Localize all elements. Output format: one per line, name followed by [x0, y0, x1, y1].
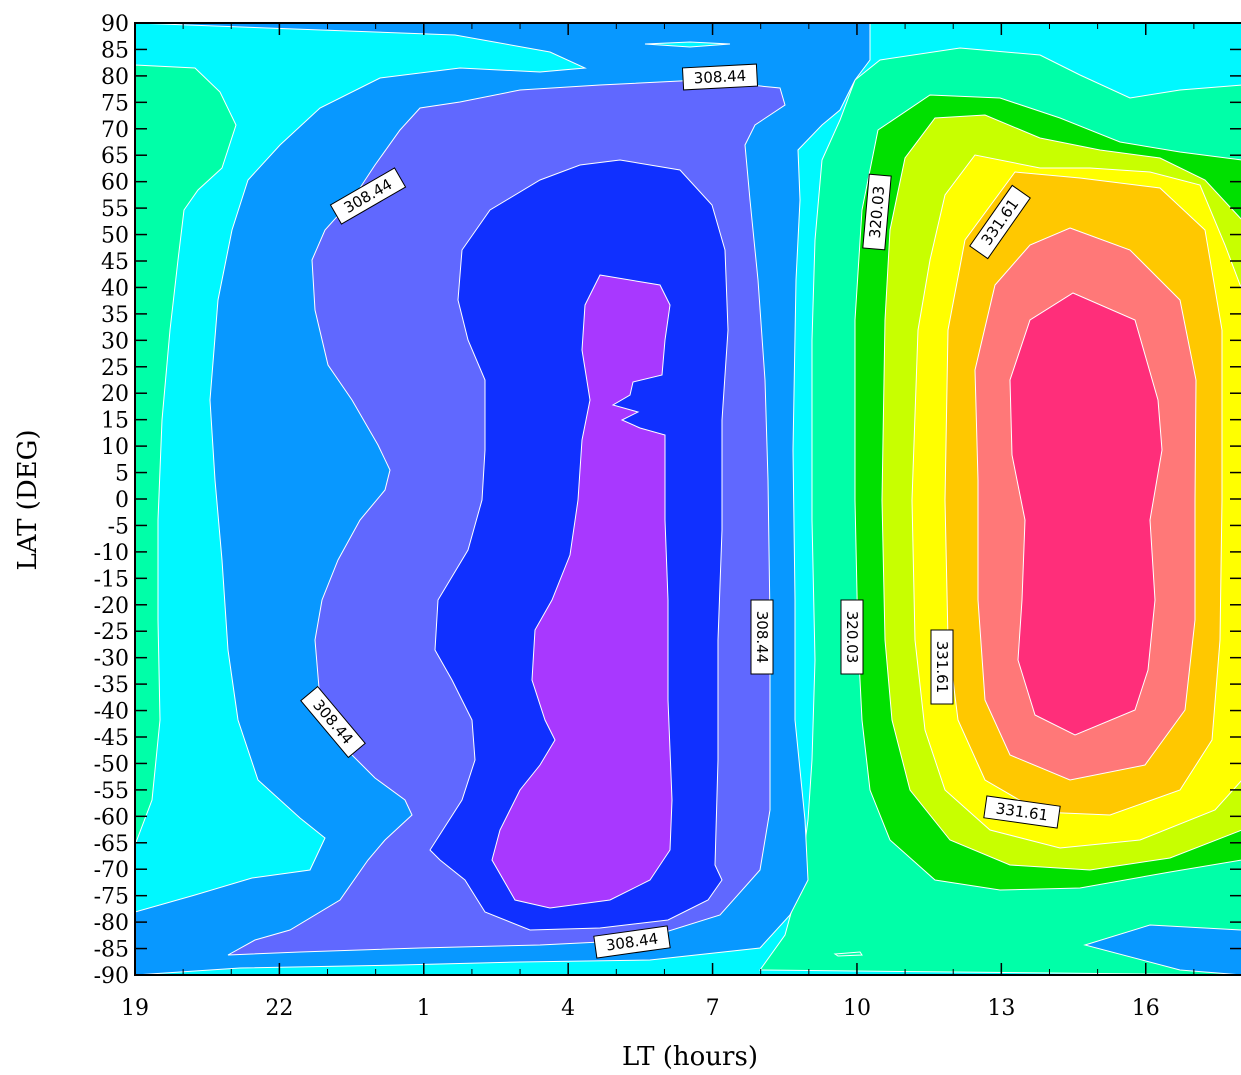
y-tick-label: -90	[94, 964, 129, 989]
y-tick-label: 75	[101, 91, 129, 116]
contour-label: 308.44	[593, 925, 671, 959]
contour-band-pink	[1009, 292, 1163, 736]
y-tick-label: -80	[94, 911, 129, 936]
contour-label: 308.44	[681, 63, 759, 91]
y-tick-label: 25	[101, 356, 129, 381]
y-tick-label: -45	[94, 726, 129, 751]
contour-label: 331.61	[930, 629, 954, 705]
y-tick-label: -70	[94, 858, 129, 883]
contour-label-text: 308.44	[753, 611, 771, 664]
y-tick-label: 90	[101, 12, 129, 37]
y-tick-label: -75	[94, 885, 129, 910]
contour-label: 320.03	[840, 599, 864, 675]
contour-label-box	[329, 167, 407, 225]
y-tick-label: -30	[94, 647, 129, 672]
contour-band-south-blue	[1083, 924, 1241, 975]
contour-label-text: 308.44	[693, 67, 746, 88]
contour-band-west-green	[135, 64, 237, 846]
y-tick-label: -60	[94, 805, 129, 830]
y-tick-label: 65	[101, 144, 129, 169]
y-tick-label: -25	[94, 620, 129, 645]
contour-label-box	[969, 184, 1031, 260]
x-tick-label: 7	[706, 996, 720, 1021]
contour-fill-layer	[135, 23, 1241, 975]
y-tick-label: 20	[101, 382, 129, 407]
contour-label-box	[300, 685, 366, 759]
contour-label-box	[681, 63, 759, 91]
y-tick-label: 15	[101, 409, 129, 434]
y-tick-label: 35	[101, 303, 129, 328]
y-tick-label: 55	[101, 197, 129, 222]
y-axis: 908580757065605550454035302520151050-5-1…	[94, 12, 1241, 989]
y-axis-title: LAT (DEG)	[13, 429, 43, 570]
y-tick-label: 70	[101, 118, 129, 143]
y-tick-label: -20	[94, 594, 129, 619]
y-tick-label: -35	[94, 673, 129, 698]
y-tick-label: 80	[101, 65, 129, 90]
contour-label-text: 320.03	[866, 185, 889, 239]
x-tick-label: 19	[121, 996, 149, 1021]
contour-band-small-bottom	[833, 951, 863, 957]
y-tick-label: -15	[94, 567, 129, 592]
x-tick-label: 1	[417, 996, 431, 1021]
contour-label-text: 331.61	[933, 641, 951, 694]
contour-label-box	[983, 795, 1061, 829]
y-tick-label: -50	[94, 752, 129, 777]
y-tick-label: 60	[101, 171, 129, 196]
y-tick-label: 45	[101, 250, 129, 275]
y-tick-label: -40	[94, 700, 129, 725]
contour-label-box	[750, 599, 774, 675]
y-tick-label: 50	[101, 224, 129, 249]
x-tick-label: 4	[561, 996, 575, 1021]
y-tick-label: 30	[101, 329, 129, 354]
y-tick-label: 10	[101, 435, 129, 460]
y-tick-label: 5	[115, 462, 129, 487]
y-tick-label: 0	[115, 488, 129, 513]
x-axis: 19 22 1 4 7 10 13 16	[121, 23, 1195, 1021]
contour-band-small-top	[644, 41, 731, 48]
y-tick-label: 85	[101, 38, 129, 63]
x-tick-label: 13	[987, 996, 1015, 1021]
y-tick-label: -65	[94, 832, 129, 857]
contour-label-box	[862, 173, 892, 251]
x-tick-label: 22	[265, 996, 293, 1021]
contour-label: 308.44	[750, 599, 774, 675]
y-tick-label: -10	[94, 541, 129, 566]
contour-label-box	[840, 599, 864, 675]
x-tick-label: 10	[843, 996, 871, 1021]
y-tick-label: -5	[108, 514, 129, 539]
contour-label-text: 320.03	[843, 611, 861, 664]
y-tick-label: -55	[94, 779, 129, 804]
y-tick-label: -85	[94, 938, 129, 963]
contour-label-box	[930, 629, 954, 705]
x-axis-title: LT (hours)	[622, 1042, 758, 1072]
x-tick-label: 16	[1132, 996, 1160, 1021]
contour-label: 331.61	[983, 795, 1061, 829]
y-tick-label: 40	[101, 276, 129, 301]
contour-label-box	[593, 925, 671, 959]
contour-band-purple	[491, 274, 673, 909]
contour-label: 320.03	[862, 173, 892, 251]
